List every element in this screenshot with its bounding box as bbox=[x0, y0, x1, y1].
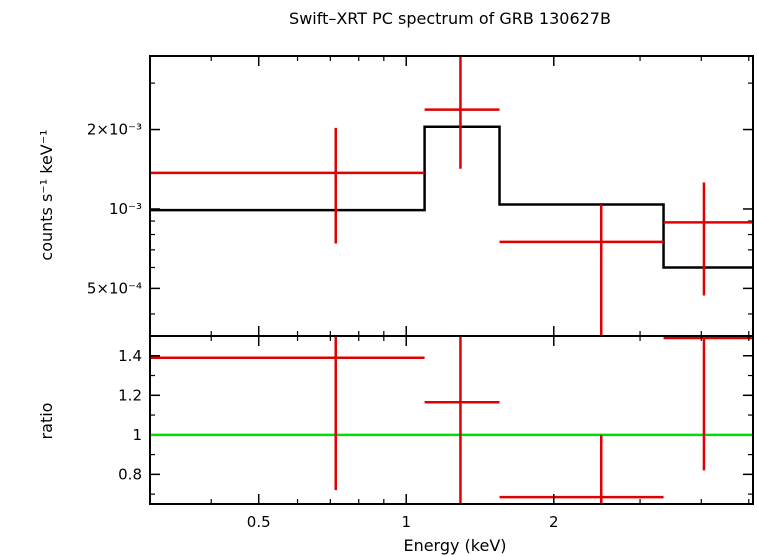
chart-title: Swift–XRT PC spectrum of GRB 130627B bbox=[289, 9, 611, 28]
x-axis-title: Energy (keV) bbox=[403, 536, 506, 555]
spectrum-data-point bbox=[150, 127, 425, 244]
ratio-data-point bbox=[424, 336, 500, 504]
top-y-axis-title: counts s⁻¹ keV⁻¹ bbox=[37, 129, 56, 260]
ratio-data-point bbox=[150, 336, 425, 491]
ratio-panel-frame bbox=[149, 335, 754, 505]
bottom-y-tick-label: 0.8 bbox=[118, 465, 142, 483]
spectrum-panel: 5×10⁻⁴ 10⁻³ 2×10⁻³ bbox=[87, 56, 753, 336]
ratio-data-point bbox=[499, 434, 664, 504]
spectrum-panel-frame bbox=[149, 55, 754, 337]
ratio-panel: 0.8 1 1.2 1.4 bbox=[118, 335, 753, 504]
spectrum-data-point bbox=[663, 182, 753, 296]
spectrum-data-point bbox=[499, 204, 664, 336]
top-y-tick-label: 10⁻³ bbox=[109, 200, 142, 218]
bottom-y-tick-label: 1 bbox=[132, 426, 142, 444]
x-tick-label: 0.5 bbox=[247, 513, 271, 531]
top-y-tick-label: 5×10⁻⁴ bbox=[87, 279, 142, 297]
bottom-y-tick-label: 1.2 bbox=[118, 386, 142, 404]
top-y-tick-label: 2×10⁻³ bbox=[87, 121, 142, 139]
ratio-data-point bbox=[663, 336, 753, 471]
bottom-y-tick-label: 1.4 bbox=[118, 347, 142, 365]
x-tick-label: 1 bbox=[401, 513, 411, 531]
spectrum-data-point bbox=[424, 56, 500, 169]
model-step-line bbox=[150, 125, 753, 269]
x-tick-label: 2 bbox=[549, 513, 559, 531]
bottom-y-axis-title: ratio bbox=[37, 403, 56, 440]
